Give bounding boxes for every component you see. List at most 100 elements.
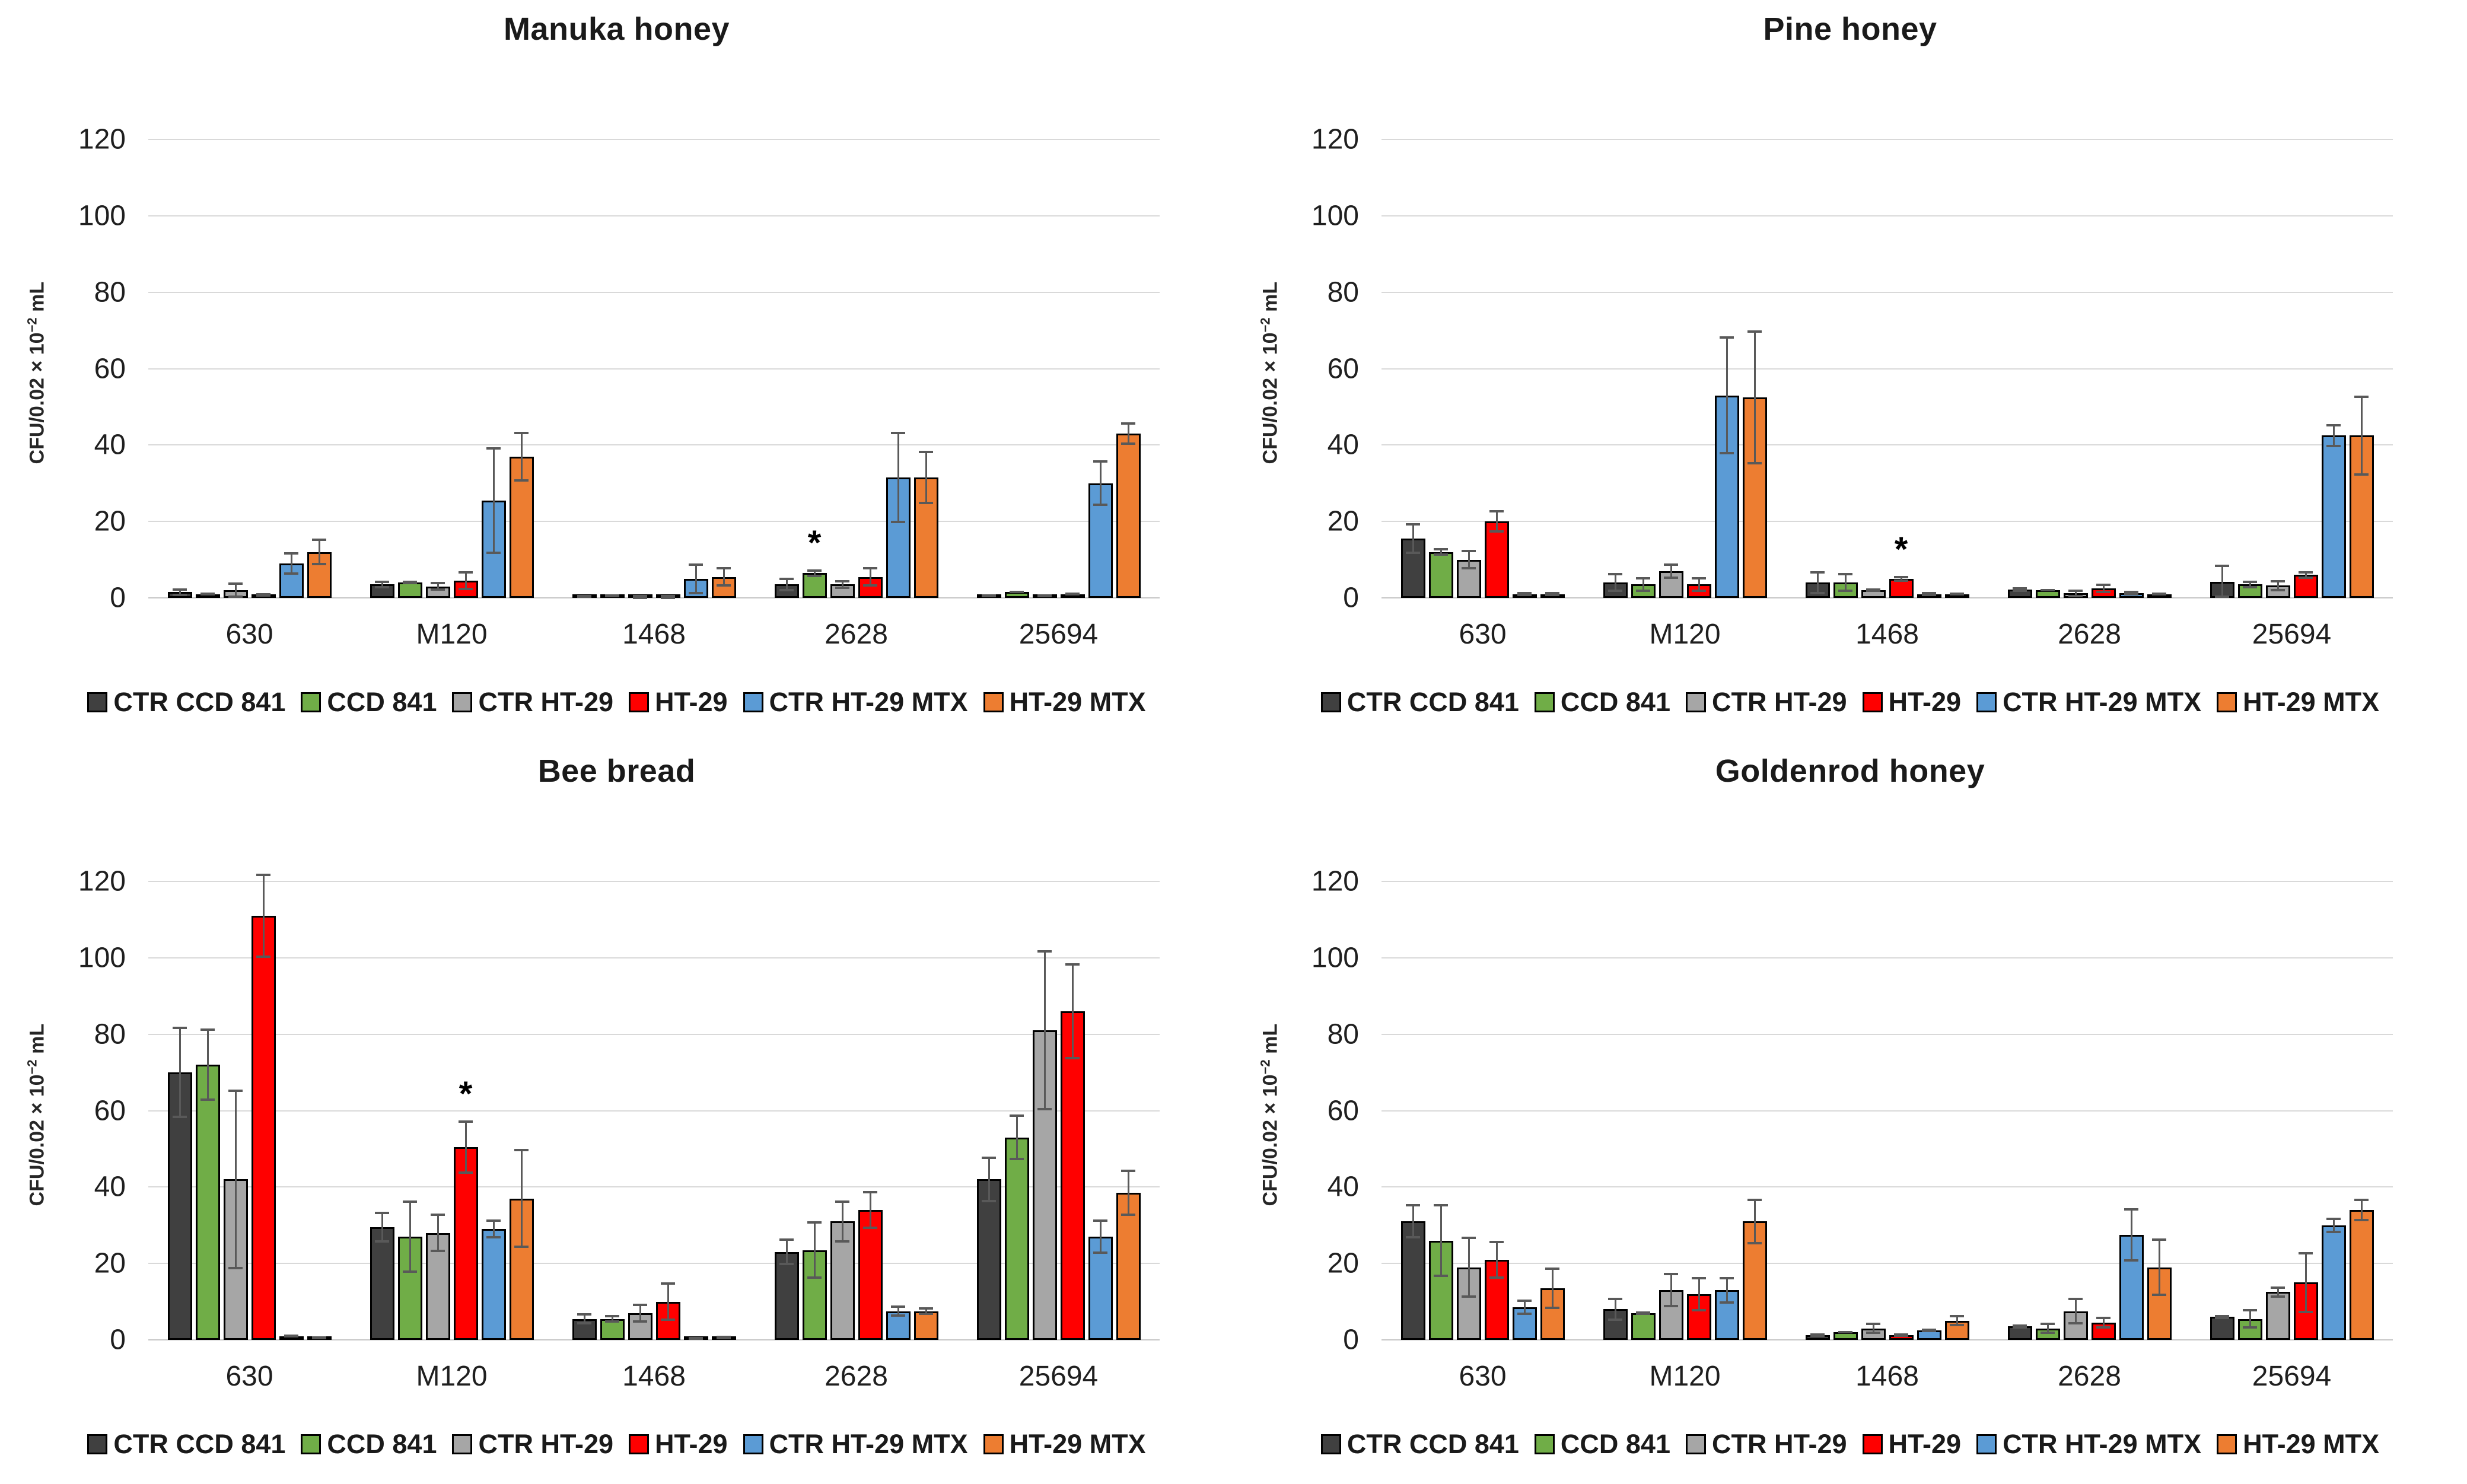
legend-label: CTR HT-29 bbox=[1711, 687, 1847, 717]
gridline bbox=[1381, 444, 2393, 446]
bar bbox=[251, 916, 276, 1340]
error-bar bbox=[168, 1026, 192, 1119]
error-bar-line bbox=[1753, 1198, 1756, 1244]
error-bar-cap-top bbox=[403, 581, 417, 583]
x-category-label: M120 bbox=[416, 1361, 488, 1392]
y-tick-label: 60 bbox=[1327, 353, 1359, 384]
bar bbox=[1060, 1011, 1085, 1340]
gridline bbox=[1381, 1339, 2393, 1340]
bar bbox=[913, 1311, 938, 1340]
legend-item: CCD 841 bbox=[301, 1429, 437, 1460]
legend-label: HT-29 MTX bbox=[1009, 687, 1146, 717]
error-bar-cap-top bbox=[982, 1156, 996, 1159]
legend: CTR CCD 841 CCD 841 CTR HT-29 HT-29 CTR HT-2… bbox=[0, 1429, 1233, 1460]
error-bar bbox=[426, 1214, 450, 1252]
legend-item: HT-29 bbox=[629, 687, 728, 718]
error-bar-cap-bottom bbox=[1545, 593, 1559, 596]
error-bar-cap-bottom bbox=[2354, 1219, 2369, 1222]
bar bbox=[858, 1210, 883, 1340]
error-bar bbox=[1116, 1170, 1141, 1216]
error-bar bbox=[2064, 589, 2088, 597]
error-bar-line bbox=[1816, 571, 1819, 594]
error-bar-cap-top bbox=[2152, 1238, 2166, 1241]
legend-label: CCD 841 bbox=[327, 1429, 437, 1459]
error-bar bbox=[572, 1313, 597, 1325]
error-bar-cap-top bbox=[661, 1282, 675, 1285]
bar bbox=[2349, 1210, 2374, 1340]
error-bar bbox=[1833, 1331, 1858, 1334]
error-bar bbox=[2322, 423, 2346, 447]
error-bar-line bbox=[2158, 1238, 2160, 1296]
error-bar-line bbox=[813, 1221, 816, 1279]
error-bar-cap-bottom bbox=[256, 594, 270, 597]
error-bar-cap-bottom bbox=[514, 479, 529, 482]
legend-marker-icon bbox=[87, 692, 108, 712]
error-bar bbox=[830, 1200, 855, 1243]
legend-marker-icon bbox=[1976, 692, 1997, 712]
error-bar-line bbox=[234, 1090, 237, 1269]
error-bar-line bbox=[1099, 1219, 1102, 1254]
bar bbox=[1400, 1221, 1425, 1340]
legend-marker-icon bbox=[87, 1434, 108, 1454]
y-tick-label: 40 bbox=[94, 429, 126, 461]
error-bar-line bbox=[2249, 581, 2251, 588]
error-bar-cap-top bbox=[1434, 1204, 1448, 1207]
error-bar-line bbox=[437, 1214, 439, 1252]
error-bar-cap-top bbox=[2299, 571, 2313, 574]
gridline bbox=[148, 1110, 1160, 1112]
y-tick-label: 0 bbox=[1343, 1324, 1359, 1356]
plot-area: 0 20 40 60 80 100 120 bbox=[1312, 866, 2393, 1356]
legend-label: HT-29 bbox=[655, 687, 728, 717]
error-bar-cap-top bbox=[633, 597, 647, 600]
error-bar-cap-bottom bbox=[1608, 590, 1622, 593]
error-bar-cap-top bbox=[1406, 523, 1420, 526]
error-bar-cap-bottom bbox=[982, 1200, 996, 1203]
error-bar-cap-top bbox=[173, 1026, 187, 1029]
error-bar-cap-bottom bbox=[2354, 473, 2369, 476]
legend-label: CTR HT-29 MTX bbox=[2003, 687, 2202, 717]
error-bar bbox=[1687, 1276, 1711, 1311]
error-bar bbox=[2350, 395, 2374, 476]
error-bar-cap-top bbox=[1545, 1267, 1559, 1270]
error-bar-cap-bottom bbox=[2215, 595, 2229, 598]
error-bar-cap-bottom bbox=[2299, 1310, 2313, 1313]
error-bar bbox=[775, 577, 799, 592]
error-bar-line bbox=[1670, 1273, 1672, 1308]
error-bar-cap-bottom bbox=[689, 591, 703, 594]
error-bar-cap-bottom bbox=[807, 1276, 822, 1279]
error-bar-cap-bottom bbox=[2041, 1332, 2055, 1335]
error-bar-line bbox=[2332, 1217, 2335, 1233]
legend-item: HT-29 bbox=[1862, 1429, 1961, 1460]
error-bar-line bbox=[179, 588, 181, 596]
error-bar-line bbox=[841, 1200, 843, 1243]
error-bar-line bbox=[1495, 1240, 1498, 1279]
error-bar-cap-bottom bbox=[1692, 1308, 1706, 1311]
error-bar-cap-top bbox=[2041, 1323, 2055, 1325]
legend-item: CTR HT-29 bbox=[1685, 1429, 1847, 1460]
error-bar-cap-top bbox=[1636, 577, 1650, 579]
error-bar-line bbox=[988, 1156, 990, 1203]
error-bar-cap-top bbox=[228, 582, 243, 585]
error-bar-cap-bottom bbox=[1720, 452, 1734, 455]
error-bar-line bbox=[1016, 1114, 1018, 1161]
error-bar-cap-bottom bbox=[661, 595, 675, 598]
error-bar bbox=[2294, 1251, 2318, 1313]
error-bar bbox=[1401, 523, 1425, 554]
error-bar bbox=[712, 1336, 736, 1339]
error-bar bbox=[2147, 1238, 2172, 1296]
gridline bbox=[148, 215, 1160, 216]
error-bar bbox=[1715, 1276, 1739, 1304]
error-bar-line bbox=[2102, 584, 2105, 593]
error-bar-cap-bottom bbox=[2041, 589, 2055, 592]
error-bar-cap-bottom bbox=[228, 1266, 243, 1269]
error-bar-cap-bottom bbox=[1037, 1108, 1052, 1111]
error-bar-cap-top bbox=[1489, 1240, 1504, 1243]
error-bar-cap-top bbox=[891, 1305, 905, 1308]
error-bar-cap-top bbox=[1922, 592, 1936, 595]
legend-label: HT-29 MTX bbox=[2243, 687, 2380, 717]
bar bbox=[370, 1227, 394, 1340]
x-category-label: 1468 bbox=[1855, 1361, 1919, 1392]
error-bar bbox=[600, 594, 625, 598]
y-tick-label: 40 bbox=[94, 1171, 126, 1203]
error-bar-cap-top bbox=[228, 1090, 243, 1093]
